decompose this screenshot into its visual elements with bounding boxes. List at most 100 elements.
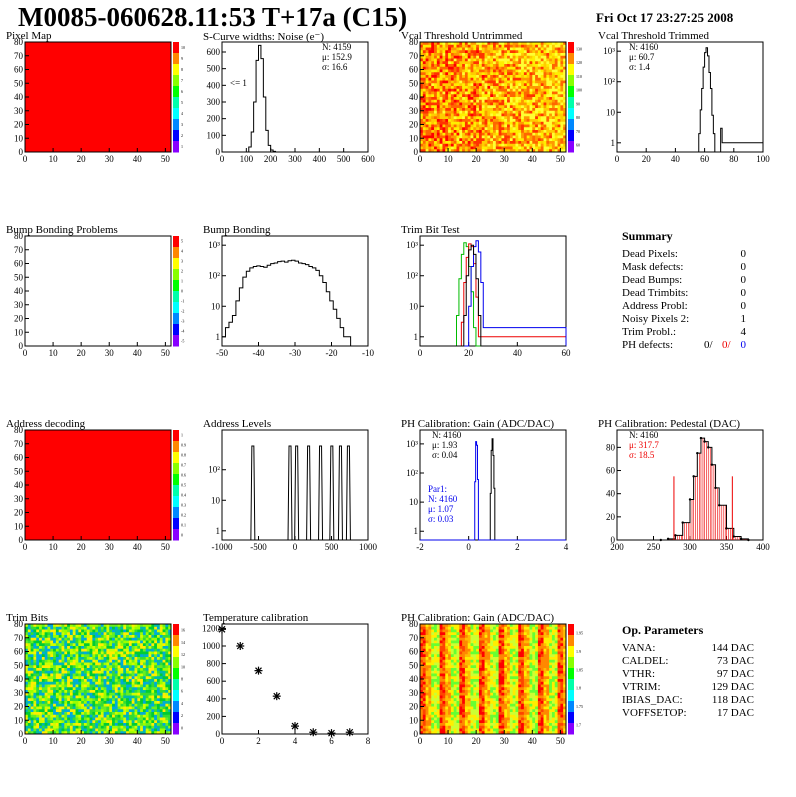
heatmap-cell: [482, 103, 485, 106]
heatmap-cell: [67, 704, 70, 707]
heatmap-cell: [532, 56, 535, 59]
heatmap-cell: [437, 70, 440, 73]
heatmap-cell: [448, 144, 451, 147]
heatmap-cell: [123, 712, 126, 715]
heatmap-cell: [558, 81, 561, 84]
heatmap-cell: [78, 712, 81, 715]
heatmap-cell: [126, 701, 129, 704]
heatmap-cell: [527, 50, 530, 53]
heatmap-cell: [70, 646, 73, 649]
heatmap-cell: [92, 685, 95, 688]
heatmap-cell: [47, 726, 50, 729]
heatmap-cell: [36, 674, 39, 677]
y-tick-label: 40: [14, 286, 24, 296]
heatmap-cell: [440, 83, 443, 86]
heatmap-cell: [552, 122, 555, 125]
heatmap-cell: [552, 136, 555, 139]
heatmap-cell: [437, 67, 440, 70]
heatmap-cell: [149, 660, 152, 663]
heatmap-cell: [70, 720, 73, 723]
heatmap-cell: [47, 704, 50, 707]
heatmap-cell: [98, 649, 101, 652]
heatmap-cell: [120, 638, 123, 641]
heatmap-cell: [36, 657, 39, 660]
heatmap-cell: [59, 687, 62, 690]
x-tick-label: 0: [293, 542, 298, 552]
heatmap-cell: [434, 50, 437, 53]
heatmap-cell: [149, 663, 152, 666]
heatmap-cell: [163, 643, 166, 646]
heatmap-cell: [126, 646, 129, 649]
heatmap-cell: [90, 698, 93, 701]
heatmap-cell: [440, 105, 443, 108]
heatmap-cell: [445, 97, 448, 100]
heatmap-cell: [490, 89, 493, 92]
heatmap-cell: [160, 665, 163, 668]
x-tick-label: 400: [756, 542, 770, 552]
heatmap-cell: [558, 127, 561, 130]
heatmap-cell: [151, 657, 154, 660]
heatmap-cell: [524, 114, 527, 117]
y-tick-label: 1: [414, 526, 419, 536]
heatmap-cell: [518, 130, 521, 133]
heatmap-cell: [471, 78, 474, 81]
heatmap-cell: [552, 53, 555, 56]
heatmap-cell: [541, 100, 544, 103]
heatmap-cell: [112, 696, 115, 699]
heatmap-cell: [78, 638, 81, 641]
heatmap-cell: [109, 674, 112, 677]
palette-swatch: [173, 64, 179, 76]
heatmap-cell: [149, 665, 152, 668]
heatmap-cell: [90, 641, 93, 644]
heatmap-cell: [143, 712, 146, 715]
heatmap-cell: [507, 48, 510, 51]
heatmap-cell: [39, 663, 42, 666]
heatmap-cell: [84, 693, 87, 696]
heatmap-cell: [473, 97, 476, 100]
heatmap-cell: [521, 50, 524, 53]
heatmap-cell: [423, 723, 426, 726]
heatmap-cell: [95, 676, 98, 679]
heatmap-cell: [558, 50, 561, 53]
heatmap-cell: [151, 627, 154, 630]
heatmap-cell: [479, 114, 482, 117]
heatmap-cell: [92, 729, 95, 732]
heatmap-cell: [515, 92, 518, 95]
heatmap-cell: [476, 72, 479, 75]
heatmap-cell: [140, 723, 143, 726]
heatmap-cell: [560, 100, 563, 103]
heatmap-cell: [510, 89, 513, 92]
heatmap-cell: [451, 97, 454, 100]
heatmap-cell: [31, 660, 34, 663]
heatmap-cell: [118, 682, 121, 685]
heatmap-cell: [149, 690, 152, 693]
heatmap-cell: [140, 693, 143, 696]
heatmap-cell: [28, 709, 31, 712]
heatmap-cell: [104, 638, 107, 641]
heatmap-cell: [157, 649, 160, 652]
heatmap-cell: [64, 729, 67, 732]
heatmap-cell: [518, 122, 521, 125]
heatmap-cell: [101, 657, 104, 660]
heatmap-cell: [47, 690, 50, 693]
heatmap-cell: [59, 654, 62, 657]
heatmap-cell: [112, 685, 115, 688]
stats-line: μ: 1.07: [428, 504, 454, 514]
heatmap-cell: [92, 630, 95, 633]
heatmap-cell: [33, 638, 36, 641]
heatmap-cell: [457, 103, 460, 106]
heatmap-cell: [47, 632, 50, 635]
heatmap-cell: [112, 635, 115, 638]
heatmap-cell: [33, 715, 36, 718]
heatmap-cell: [448, 86, 451, 89]
palette-swatch: [568, 97, 574, 109]
heatmap-cell: [448, 45, 451, 48]
heatmap-cell: [163, 627, 166, 630]
heatmap-cell: [431, 674, 434, 677]
heatmap-cell: [457, 125, 460, 128]
heatmap-cell: [493, 97, 496, 100]
heatmap-cell: [160, 723, 163, 726]
heatmap-cell: [442, 111, 445, 114]
heatmap-cell: [459, 81, 462, 84]
